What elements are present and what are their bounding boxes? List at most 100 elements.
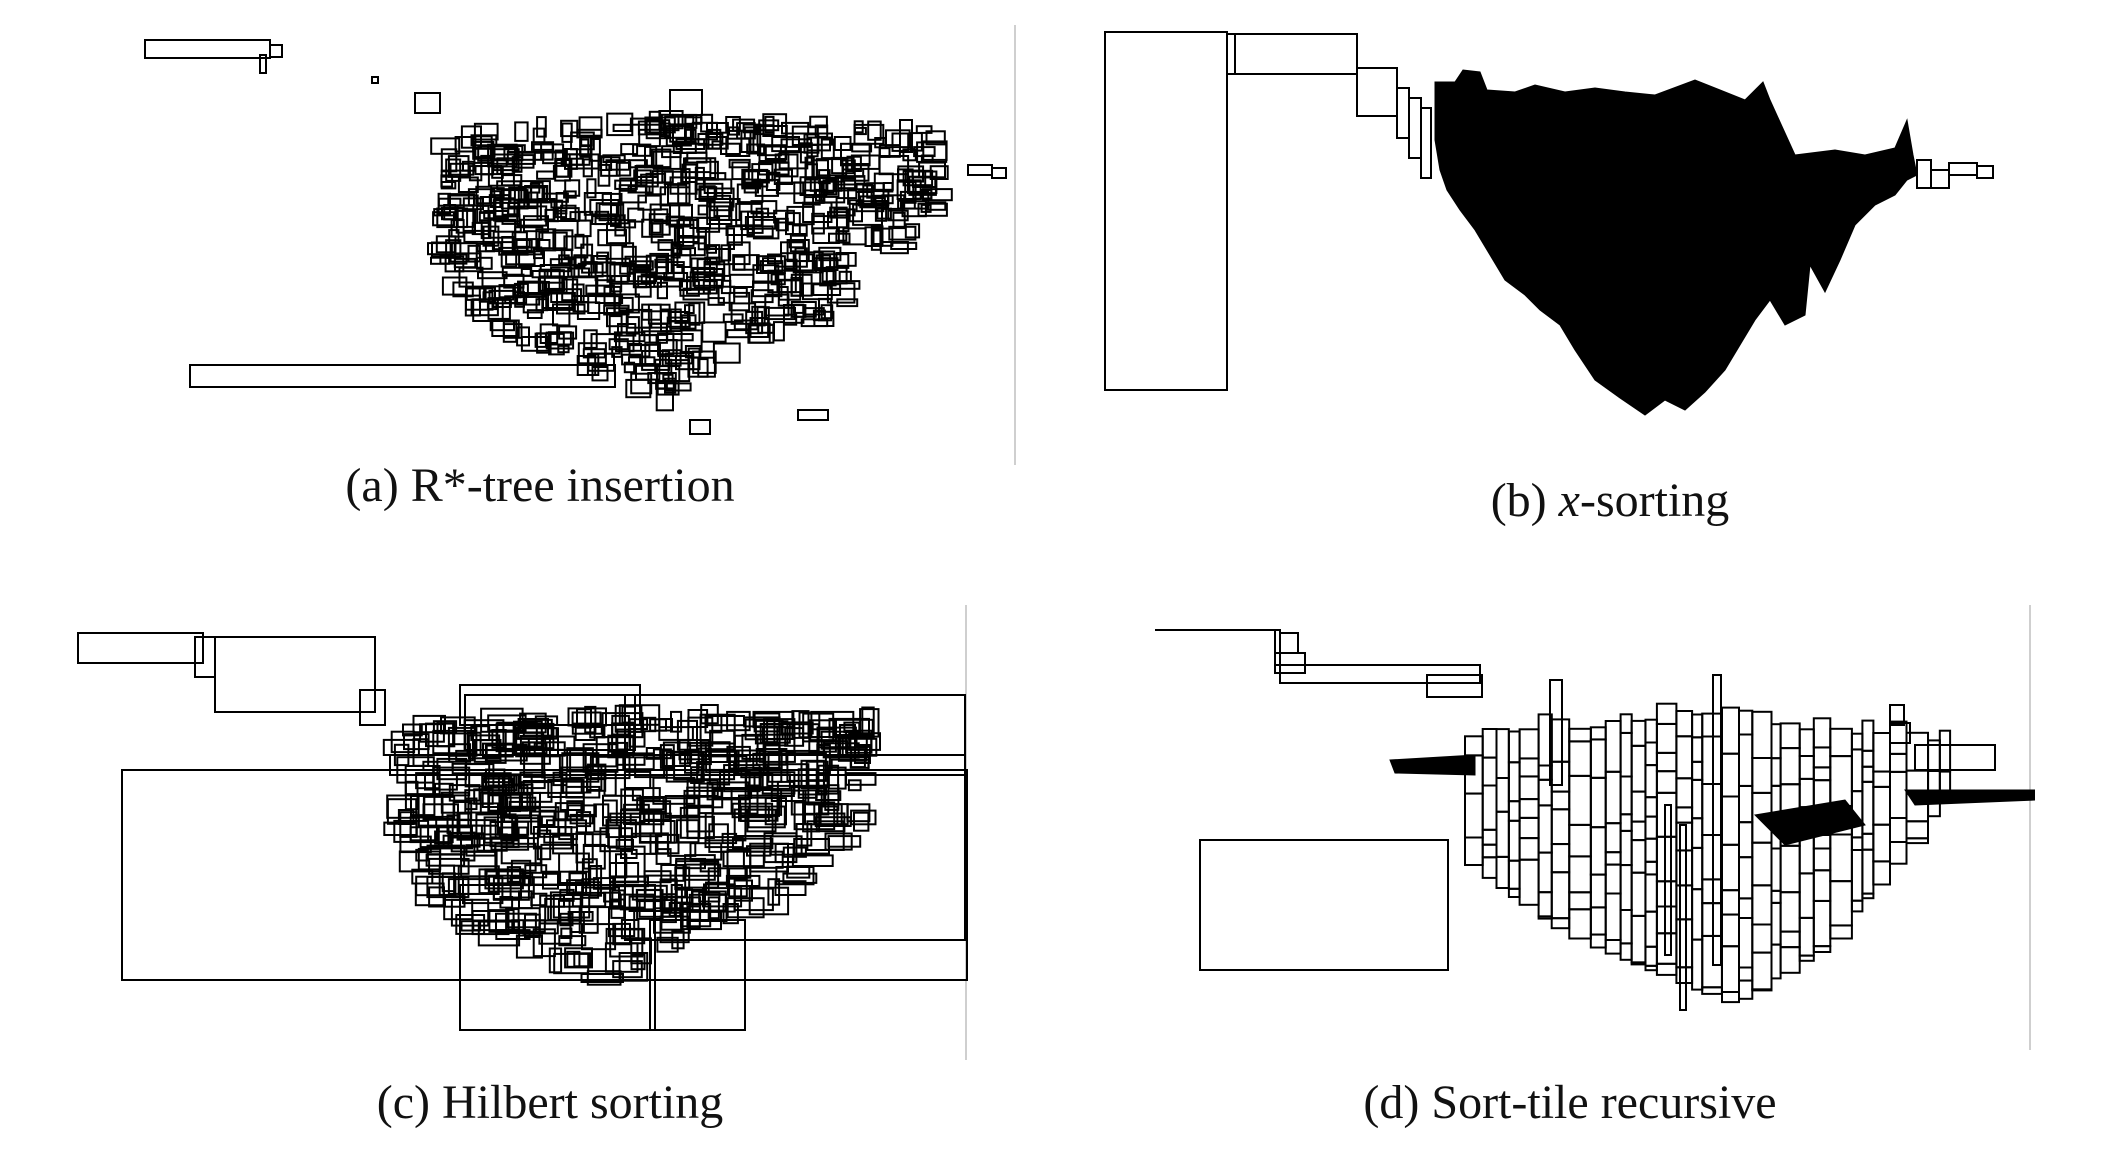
- mbr-rect: [558, 935, 587, 947]
- mbr-rect: [684, 854, 716, 881]
- mbr-rect: [802, 802, 821, 833]
- mbr-rect: [655, 387, 675, 412]
- tile-rect: [1507, 819, 1521, 862]
- mbr-rect: [618, 952, 649, 982]
- mbr-rect: [610, 275, 623, 293]
- mbr-rect: [541, 755, 561, 779]
- mbr-rect: [756, 306, 770, 325]
- tile-rect: [1655, 932, 1678, 965]
- mbr-rect: [691, 121, 718, 141]
- mbr-rect: [545, 331, 575, 350]
- tile-rect: [1738, 979, 1754, 1000]
- tile-rect: [1872, 770, 1891, 788]
- tile-rect: [1691, 817, 1704, 849]
- tile-rect: [1770, 723, 1782, 760]
- tile-rect: [1464, 792, 1484, 839]
- tile-rect: [1495, 855, 1510, 889]
- mbr-rect: [687, 356, 716, 378]
- mbr-rect: [720, 244, 732, 262]
- mbr-rect: [612, 123, 632, 133]
- tile-rect: [1568, 908, 1592, 940]
- mbr-rect: [707, 896, 720, 920]
- tile-rect: [1507, 887, 1521, 898]
- mbr-rect: [821, 269, 835, 283]
- mbr-rect: [403, 733, 430, 751]
- mbr-rect: [631, 884, 668, 901]
- mbr-rect: [572, 301, 590, 313]
- mbr-rect: [731, 161, 750, 181]
- mbr-rect: [819, 805, 839, 827]
- mbr-rect: [704, 713, 723, 734]
- mbr-rect: [660, 911, 683, 931]
- mbr-rect: [698, 185, 716, 202]
- tile-rect: [1568, 727, 1592, 743]
- tall-tile: [1549, 679, 1563, 786]
- mbr-rect: [472, 919, 515, 932]
- east-rect: [1889, 704, 1905, 726]
- tile-rect: [1938, 729, 1952, 773]
- mbr-rect: [464, 789, 505, 814]
- tile-rect: [1691, 846, 1704, 891]
- mbr-rect: [859, 708, 880, 738]
- mbr-rect: [554, 157, 571, 182]
- mbr-rect: [473, 140, 495, 164]
- mbr-rect: [665, 382, 692, 392]
- mbr-rect: [782, 872, 818, 884]
- mbr-rect: [602, 154, 626, 164]
- tile-rect: [1798, 777, 1815, 809]
- mbr-rect: [918, 161, 946, 179]
- tile-rect: [1644, 741, 1658, 767]
- mbr-rect: [412, 714, 446, 734]
- tile-rect: [1537, 891, 1553, 918]
- mbr-rect: [589, 199, 620, 216]
- mbr-rect: [684, 116, 703, 125]
- tile-rect: [1630, 961, 1647, 966]
- tile-rect: [1738, 966, 1754, 982]
- mbr-rect: [694, 182, 724, 201]
- mbr-rect: [489, 319, 516, 332]
- mbr-rect: [460, 831, 476, 862]
- mbr-rect: [802, 712, 835, 743]
- mbr-rect: [680, 168, 691, 184]
- alaska-rect: [194, 636, 216, 678]
- mbr-rect: [592, 877, 617, 890]
- mbr-rect: [482, 742, 514, 758]
- tile-rect: [1738, 785, 1754, 824]
- mbr-rect: [713, 194, 732, 218]
- tile-rect: [1619, 829, 1633, 866]
- mbr-rect: [704, 227, 736, 250]
- tile-rect: [1464, 836, 1484, 866]
- mbr-rect: [393, 819, 430, 843]
- mbr-rect: [558, 899, 571, 925]
- mbr-rect: [409, 826, 439, 842]
- mbr-rect: [742, 123, 762, 134]
- alaska-rect: [1274, 652, 1306, 674]
- mbr-rect: [926, 201, 947, 211]
- mbr-rect: [522, 293, 545, 314]
- mbr-rect: [776, 780, 795, 797]
- mbr-rect: [652, 776, 696, 805]
- mbr-rect: [733, 319, 759, 331]
- mbr-rect: [634, 282, 652, 298]
- tile-rect: [1589, 726, 1607, 741]
- mbr-rect: [802, 201, 833, 223]
- tile-rect: [1751, 757, 1773, 794]
- mbr-rect: [696, 160, 719, 181]
- mbr-rect: [500, 845, 542, 865]
- tile-rect: [1798, 836, 1815, 875]
- tile-rect: [1589, 738, 1607, 779]
- mbr-rect: [890, 241, 918, 251]
- tile-rect: [1798, 728, 1815, 758]
- mbr-rect: [467, 734, 501, 760]
- tile-rect: [1779, 946, 1801, 974]
- tile-rect: [1537, 915, 1553, 920]
- tile-rect: [1655, 770, 1678, 794]
- mbr-rect: [735, 202, 763, 227]
- tile-rect: [1675, 735, 1694, 780]
- tile-rect: [1619, 775, 1633, 816]
- mbr-rect: [473, 122, 499, 141]
- mbr-rect: [611, 889, 626, 908]
- mbr-rect: [620, 919, 640, 940]
- tall-tile: [1664, 804, 1672, 956]
- tile-rect: [1644, 860, 1658, 876]
